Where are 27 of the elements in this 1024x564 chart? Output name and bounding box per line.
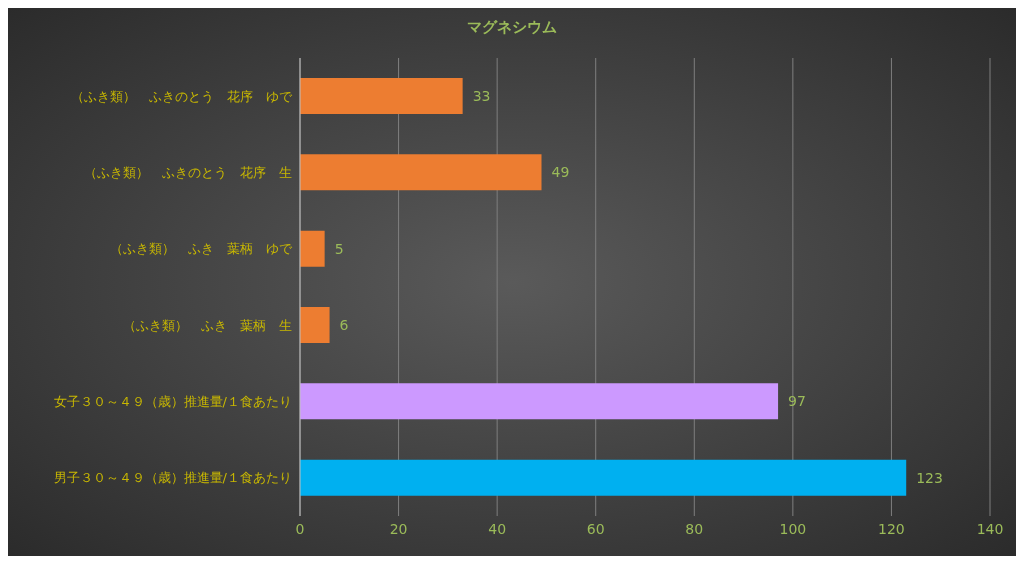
data-label: 5	[334, 240, 344, 257]
x-tick-label: 40	[488, 520, 507, 537]
data-label: 33	[472, 87, 491, 104]
y-tick-label: 男子３０～４９（歳）推進量/１食あたり	[53, 470, 292, 486]
bar	[300, 459, 907, 496]
x-tick-label: 60	[586, 520, 605, 537]
x-tick-label: 100	[779, 520, 807, 537]
x-tick-label: 0	[295, 520, 305, 537]
bar	[300, 230, 325, 267]
y-tick-label: （ふき類） ふき 葉柄 生	[123, 317, 292, 333]
data-label: 97	[788, 393, 806, 410]
data-label: 49	[551, 164, 570, 181]
x-tick-label: 120	[878, 520, 905, 537]
y-tick-label: （ふき類） ふき 葉柄 ゆで	[110, 241, 293, 257]
x-tick-label: 20	[389, 520, 408, 537]
bar	[300, 307, 330, 343]
y-tick-label: （ふき類） ふきのとう 花序 ゆで	[71, 88, 293, 104]
chart-title: マグネシウム	[466, 18, 558, 37]
bar	[300, 78, 463, 114]
bar	[300, 383, 779, 420]
bar	[300, 154, 542, 191]
x-tick-label: 80	[685, 520, 704, 537]
data-label: 123	[916, 469, 943, 486]
y-tick-label: （ふき類） ふきのとう 花序 生	[84, 165, 292, 181]
x-tick-label: 140	[976, 520, 1004, 537]
y-tick-label: 女子３０～４９（歳）推進量/１食あたり	[53, 394, 292, 410]
data-label: 6	[339, 316, 349, 333]
